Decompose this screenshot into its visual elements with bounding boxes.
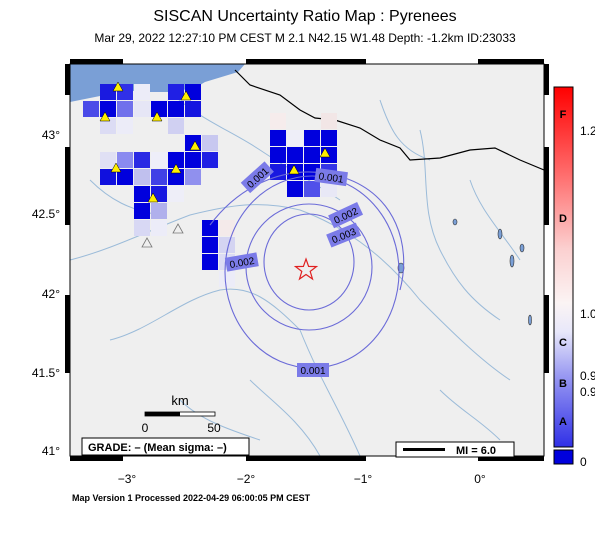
seismic-station-icon xyxy=(180,90,192,101)
uncertainty-grid xyxy=(83,84,337,287)
x-tick-label: −2° xyxy=(237,472,256,486)
seismic-station-icon xyxy=(319,147,331,158)
contour-labels: 0.001 0.001 0.002 0.003 0.002 0.001 xyxy=(224,161,364,377)
colorbar: F D C B A 1.2 1.0 0.9 0.9 0 xyxy=(553,86,595,469)
seismic-station-icon xyxy=(110,162,122,173)
contour-label: 0.001 xyxy=(318,171,345,185)
seismic-station-icon xyxy=(141,237,153,248)
scale-bar-end: 50 xyxy=(207,421,221,435)
seismic-station-icon xyxy=(288,164,300,175)
scale-bar: km 0 50 xyxy=(142,393,221,435)
y-tick-label: 41° xyxy=(42,444,60,458)
mi-legend-text: MI = 6.0 xyxy=(456,445,496,457)
colorbar-value-label: 1.2 xyxy=(580,124,595,138)
grade-text: GRADE: – (Mean sigma: –) xyxy=(88,442,227,454)
colorbar-grade-label: F xyxy=(560,109,567,121)
seismic-station-icon xyxy=(112,81,124,92)
colorbar-grade-label: A xyxy=(559,416,567,428)
country-border xyxy=(234,69,544,171)
colorbar-grade-label: C xyxy=(559,337,567,349)
contour-label: 0.001 xyxy=(300,366,325,377)
stations xyxy=(99,81,331,248)
colorbar-value-label: 1.0 xyxy=(580,307,595,321)
y-tick-label: 42.5° xyxy=(32,207,60,221)
scale-bar-start: 0 xyxy=(142,421,149,435)
map-title: SISCAN Uncertainty Ratio Map : Pyrenees xyxy=(153,8,457,25)
map-subtitle: Mar 29, 2022 12:27:10 PM CEST M 2.1 N42.… xyxy=(94,31,516,45)
seismic-station-icon xyxy=(189,140,201,151)
seismic-station-icon xyxy=(172,223,184,234)
seismic-station-icon xyxy=(99,111,111,122)
x-tick-label: −1° xyxy=(354,472,373,486)
colorbar-value-label: 0.9 xyxy=(580,369,595,383)
grade-box: GRADE: – (Mean sigma: –) xyxy=(81,437,250,456)
seismic-station-icon xyxy=(170,163,182,174)
epicenter-star-icon xyxy=(293,257,319,281)
y-tick-label: 42° xyxy=(42,287,60,301)
seismic-station-icon xyxy=(147,192,159,203)
map-background xyxy=(70,64,544,456)
colorbar-value-label: 0 xyxy=(580,455,587,469)
seismic-station-icon xyxy=(151,111,163,122)
x-tick-label: −3° xyxy=(118,472,137,486)
map-frame-ticks xyxy=(65,59,549,461)
scale-bar-unit: km xyxy=(171,393,188,408)
y-tick-label: 43° xyxy=(42,128,60,142)
map-footer: Map Version 1 Processed 2022-04-29 06:00… xyxy=(72,493,311,503)
x-tick-label: 0° xyxy=(474,472,486,486)
colorbar-grade-label: B xyxy=(559,378,567,390)
colorbar-grade-label: D xyxy=(559,213,567,225)
contour-label: 0.002 xyxy=(229,256,256,271)
y-tick-label: 41.5° xyxy=(32,366,60,380)
sea-water xyxy=(70,64,245,102)
mi-legend: MI = 6.0 xyxy=(395,441,515,458)
colorbar-value-label: 0.9 xyxy=(580,385,595,399)
